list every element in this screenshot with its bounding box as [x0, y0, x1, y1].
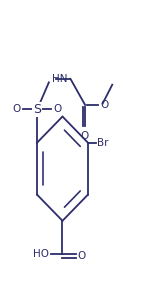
Text: O: O	[80, 131, 88, 141]
Text: HO: HO	[33, 249, 49, 259]
Text: O: O	[100, 100, 108, 110]
Text: Br: Br	[97, 138, 109, 148]
Text: O: O	[77, 251, 85, 261]
Text: HN: HN	[52, 74, 67, 84]
Text: O: O	[53, 104, 62, 114]
Text: S: S	[33, 103, 41, 116]
Text: O: O	[13, 104, 21, 114]
